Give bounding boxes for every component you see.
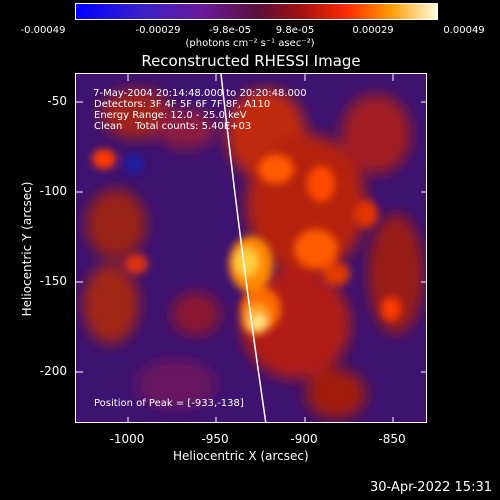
energy-range-annotation: Energy Range: 12.0 - 25.0 keV [94,110,247,121]
y-axis-label: Heliocentric Y (arcsec) [20,181,34,317]
colorbar-tick-label: 9.8e-05 [275,25,315,36]
colorbar-tick-label: -0.00049 [20,25,66,36]
y-tick-label: -200 [39,364,67,378]
plot-title: Reconstructed RHESSI Image [141,52,361,70]
x-tick-label: -850 [378,432,406,446]
x-tick-label: -950 [201,432,229,446]
clean-counts-annotation: Clean Total counts: 5.40E+03 [94,121,252,132]
rhessi-image: 7-May-2004 20:14:48.000 to 20:20:48.000 … [75,73,427,423]
colorbar-units: (photons cm⁻² s⁻¹ asec⁻²) [185,38,315,49]
colorbar [75,3,438,20]
colorbar-gradient [76,4,437,19]
peak-position-annotation: Position of Peak = [-933,-138] [94,398,244,409]
x-tick-label: -900 [290,432,318,446]
y-tick-label: -150 [39,274,67,288]
rhessi-image-canvas [76,74,426,422]
time-range-annotation: 7-May-2004 20:14:48.000 to 20:20:48.000 [90,88,307,99]
x-axis-label: Heliocentric X (arcsec) [173,449,309,463]
y-tick-label: -100 [39,184,67,198]
x-tick-label: -1000 [109,432,145,446]
colorbar-tick-label: -9.8e-05 [209,25,251,36]
colorbar-tick-label: 0.00049 [443,25,485,36]
solar-limb-line [220,74,267,422]
colorbar-tick-label: -0.00029 [135,25,181,36]
footer-timestamp: 30-Apr-2022 15:31 [370,480,492,495]
colorbar-tick-label: 0.00029 [352,25,394,36]
detectors-annotation: Detectors: 3F 4F 5F 6F 7F 8F, A110 [94,99,271,110]
y-tick-label: -50 [47,94,67,108]
